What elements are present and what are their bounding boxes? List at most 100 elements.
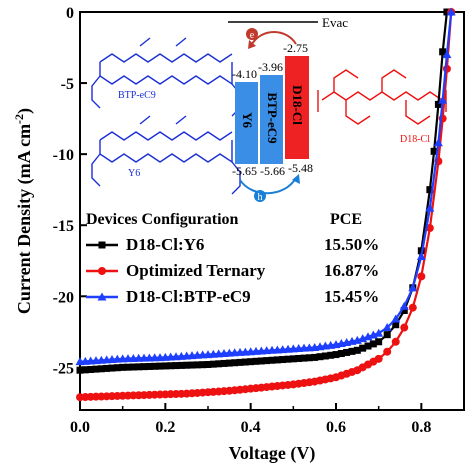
hole-transfer-arrow [239, 177, 297, 195]
data-point [279, 356, 287, 364]
y6-molecule-label: Y6 [128, 168, 140, 179]
inset-diagram: Evac e Y6 BTP-eC9 D18-Cl -4.10 -3.96 -2.… [91, 15, 447, 203]
data-point [343, 348, 351, 356]
data-point [204, 361, 212, 369]
data-point [172, 362, 180, 370]
data-point [433, 138, 443, 147]
y-tick-label: -5 [61, 76, 74, 93]
legend-marker [97, 292, 107, 301]
x-tick-label: 0.6 [326, 419, 346, 436]
data-point [167, 362, 175, 370]
btp-ec9-lumo-value: -3.96 [258, 60, 283, 74]
series-2 [75, 7, 456, 366]
y6-level-bar [235, 82, 258, 164]
data-point [161, 362, 169, 370]
legend-series-name: D18-Cl:BTP-eC9 [126, 287, 251, 306]
x-tick-label: 0.2 [155, 419, 175, 436]
data-point [392, 321, 400, 329]
x-tick-label: 0.4 [241, 419, 261, 436]
data-point [300, 354, 308, 362]
hole-badge-label: h [258, 192, 263, 203]
data-point [236, 358, 244, 366]
data-point [442, 50, 452, 59]
data-point [348, 347, 356, 355]
legend-pce-header: PCE [330, 211, 362, 228]
btp-ec9-molecule [91, 37, 241, 117]
data-point [156, 362, 164, 370]
data-point [135, 363, 143, 371]
electron-arrowhead [248, 40, 256, 49]
data-point [268, 356, 276, 364]
data-point [263, 357, 271, 365]
legend: Devices Configuration PCE D18-Cl:Y6 15.50… [86, 211, 379, 306]
data-point [337, 349, 345, 357]
plot-frame [79, 11, 465, 411]
data-point [374, 328, 384, 337]
data-point [374, 354, 383, 363]
data-point [145, 362, 153, 370]
data-point [209, 360, 217, 368]
d18-cl-lumo-value: -2.75 [283, 41, 308, 55]
y6-level-name: Y6 [240, 112, 255, 128]
y-axis-label-close: ) [14, 108, 35, 114]
data-point [252, 357, 260, 365]
data-point [425, 224, 434, 233]
y6-molecule [91, 115, 241, 195]
data-point [241, 358, 249, 366]
data-point [188, 361, 196, 369]
legend-series-pce: 15.45% [324, 287, 379, 306]
electron-badge [246, 28, 258, 40]
data-point [364, 342, 372, 350]
series-0 [76, 8, 451, 374]
data-point [408, 283, 418, 292]
data-point [108, 364, 116, 372]
d18-cl-homo-value: -5.48 [288, 161, 313, 175]
legend-title: Devices Configuration [86, 211, 239, 228]
electron-transfer-arrow [251, 31, 297, 45]
y-axis-label: Current Density (mA cm-2) [12, 108, 35, 314]
data-point [305, 354, 313, 362]
data-point [425, 203, 435, 212]
data-point [295, 354, 303, 362]
data-point [383, 331, 391, 339]
data-point [193, 361, 201, 369]
data-point [311, 353, 319, 361]
legend-series-pce: 16.87% [324, 261, 379, 280]
data-point [446, 7, 456, 16]
data-point [375, 338, 383, 346]
data-point [113, 364, 121, 372]
data-point [382, 323, 392, 332]
data-point [399, 301, 409, 310]
data-point [327, 351, 335, 359]
series-layer [75, 7, 456, 402]
data-point [321, 352, 329, 360]
y-tick-label: -25 [53, 360, 74, 377]
legend-marker [98, 241, 106, 249]
x-tick-label: 0.8 [411, 419, 431, 436]
y-axis-ticks: 0 -5 -10 -15 -20 -25 [53, 5, 87, 377]
data-point [289, 355, 297, 363]
data-point [391, 314, 401, 323]
legend-series-pce: 15.50% [324, 235, 379, 254]
data-point [443, 8, 451, 16]
evac-label: Evac [322, 15, 348, 30]
d18-cl-molecule-label: D18-Cl [400, 134, 430, 145]
data-point [247, 358, 255, 366]
data-point [124, 363, 132, 371]
data-point [284, 355, 292, 363]
data-point [417, 272, 426, 281]
x-tick-label: 0.0 [70, 419, 90, 436]
btp-ec9-level-name: BTP-eC9 [265, 92, 280, 144]
legend-marker [98, 267, 106, 275]
btp-ec9-level-bar [260, 75, 283, 164]
series-1 [76, 8, 456, 402]
data-point [129, 363, 137, 371]
data-point [87, 365, 95, 373]
data-point [97, 365, 105, 373]
hole-arrowhead [292, 174, 300, 184]
data-point [231, 359, 239, 367]
data-point [199, 361, 207, 369]
data-point [183, 361, 191, 369]
data-point [400, 323, 409, 332]
